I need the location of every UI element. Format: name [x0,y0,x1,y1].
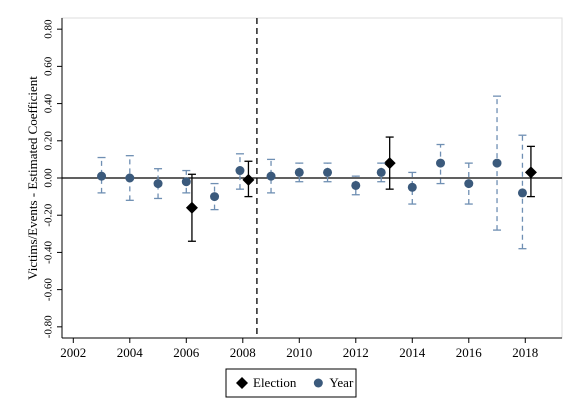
x-tick-label: 2008 [230,345,256,360]
circle-marker [294,167,304,177]
circle-marker [351,180,361,190]
diamond-marker [242,173,255,186]
circle-marker [210,192,220,202]
legend: Election Year [225,368,357,398]
circle-marker [464,179,474,189]
x-tick-label: 2004 [117,345,144,360]
x-tick-label: 2012 [343,345,369,360]
x-tick-label: 2016 [456,345,483,360]
diamond-marker [524,166,537,179]
circle-marker [266,171,276,181]
x-tick-label: 2010 [286,345,312,360]
x-tick-label: 2014 [399,345,426,360]
circle-marker [125,173,135,183]
y-tick-label: -0.20 [43,203,55,226]
x-tick-label: 2002 [60,345,86,360]
y-tick-label: -0.60 [43,278,55,301]
y-tick-label: 0.40 [43,93,55,113]
legend-label: Election [253,375,297,390]
circle-marker [323,167,333,177]
circle-marker [153,179,163,189]
legend-label: Year [329,375,354,390]
y-axis-title: Victims/Events - Estimated Coefficient [25,76,40,280]
y-tick-label: 0.60 [43,56,55,76]
y-tick-label: 0.20 [43,131,55,151]
y-tick-label: 0.80 [43,19,55,39]
diamond-marker [383,157,396,170]
circle-marker [97,171,107,181]
circle-marker [313,378,323,388]
x-tick-label: 2006 [173,345,200,360]
circle-marker [407,182,417,192]
circle-marker [235,166,245,176]
circle-marker [436,158,446,168]
diamond-marker [236,377,248,389]
diamond-marker [185,201,198,214]
y-tick-label: -0.80 [43,315,55,338]
circle-marker [517,188,527,198]
circle-marker [492,158,502,168]
circle-marker [181,177,191,187]
x-tick-label: 2018 [512,345,538,360]
y-tick-label: 0.00 [43,168,55,188]
y-tick-label: -0.40 [43,240,55,263]
circle-marker [376,167,386,177]
